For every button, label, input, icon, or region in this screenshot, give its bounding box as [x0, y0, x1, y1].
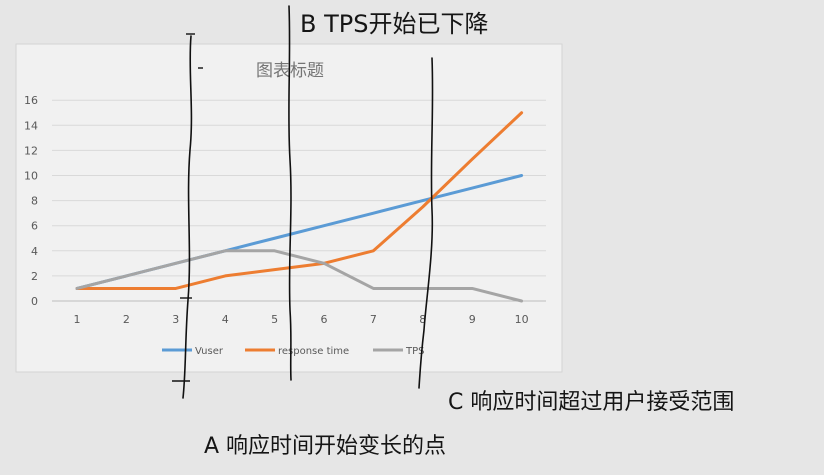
y-tick-label: 6 — [31, 220, 38, 233]
annotation-c: C 响应时间超过用户接受范围 — [448, 384, 734, 416]
legend-label: response time — [278, 346, 349, 357]
x-tick-label: 10 — [515, 313, 529, 326]
x-tick-label: 9 — [469, 313, 476, 326]
y-tick-label: 14 — [24, 119, 38, 132]
annotation-a: A 响应时间开始变长的点 — [204, 428, 446, 460]
y-tick-label: 2 — [31, 270, 38, 283]
x-tick-label: 6 — [321, 313, 328, 326]
x-tick-label: 7 — [370, 313, 377, 326]
x-tick-label: 5 — [271, 313, 278, 326]
annotation-b: B TPS开始已下降 — [300, 4, 488, 39]
x-tick-label: 1 — [74, 313, 81, 326]
y-tick-label: 8 — [31, 195, 38, 208]
y-tick-label: 12 — [24, 144, 38, 157]
legend-label: Vuser — [195, 346, 224, 357]
x-tick-label: 4 — [222, 313, 229, 326]
y-tick-label: 0 — [31, 295, 38, 308]
y-tick-label: 10 — [24, 170, 38, 183]
x-tick-label: 2 — [123, 313, 130, 326]
y-tick-label: 4 — [31, 245, 38, 258]
y-tick-label: 16 — [24, 94, 38, 107]
x-tick-label: 3 — [172, 313, 179, 326]
